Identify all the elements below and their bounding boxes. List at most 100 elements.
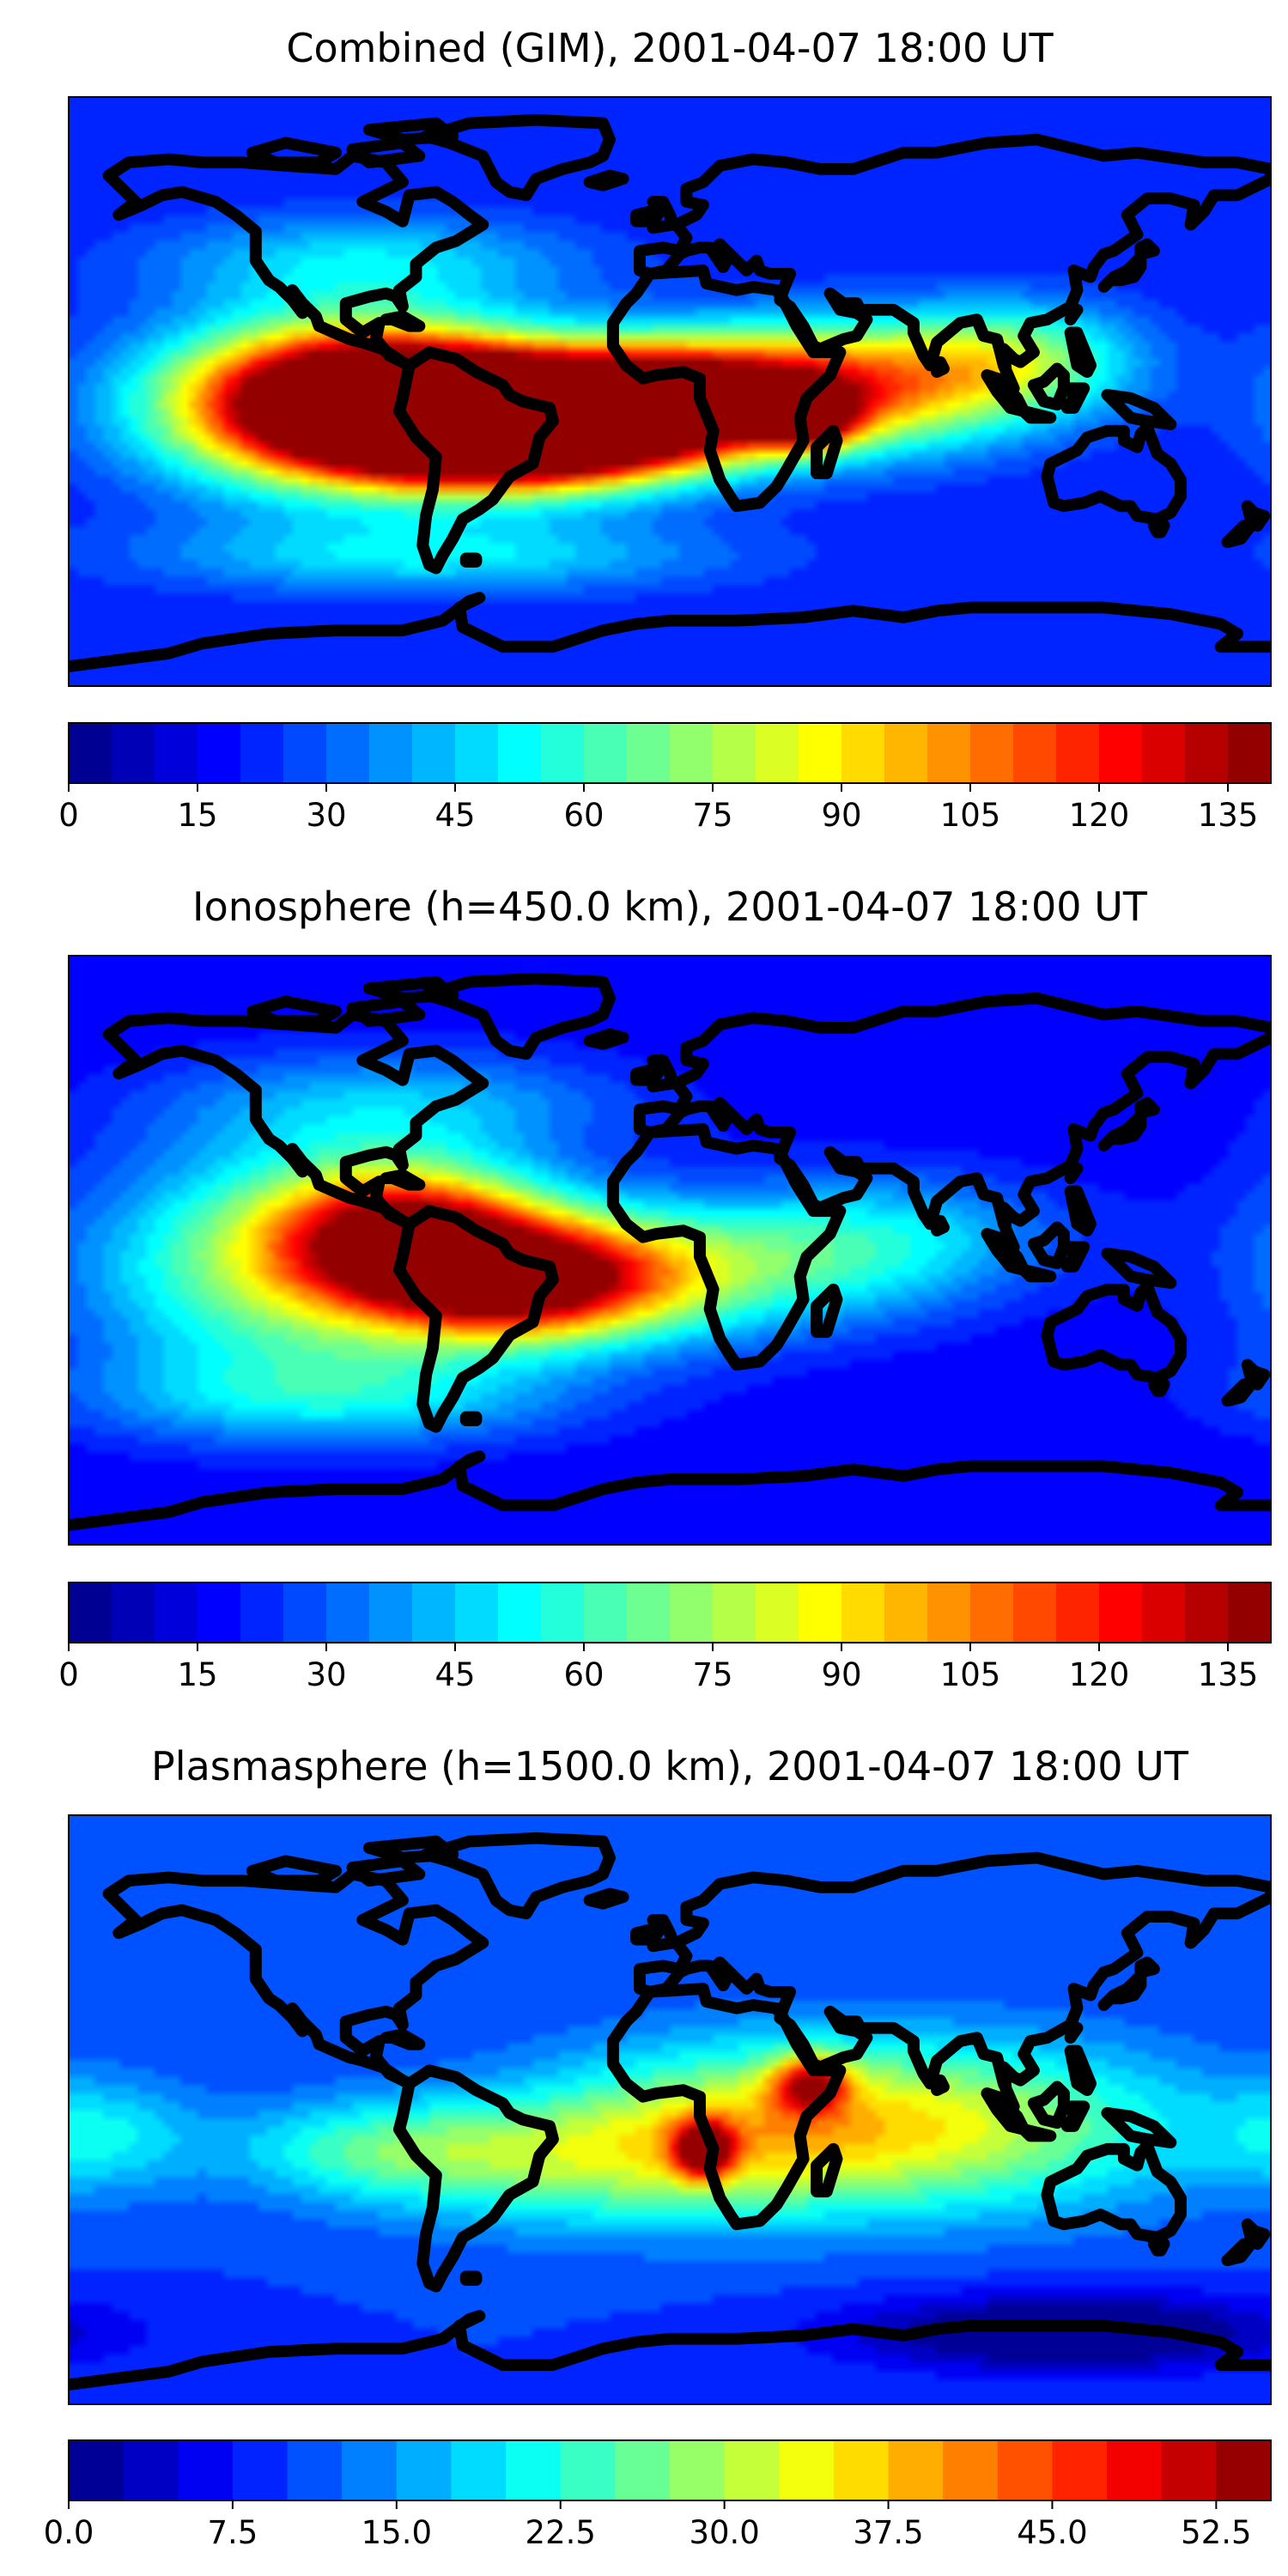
tec-field xyxy=(69,1815,1271,2404)
colorbar-level xyxy=(326,1583,370,1643)
colorbar-level xyxy=(541,1583,585,1643)
colorbar-level xyxy=(369,723,413,783)
colorbar-tick-label-45: 45 xyxy=(434,797,475,834)
colorbar-level xyxy=(287,2440,343,2500)
colorbar-tick-label-60: 60 xyxy=(563,1656,604,1693)
colorbar-level xyxy=(1161,2440,1217,2500)
colorbar-level xyxy=(197,723,241,783)
colorbar-level xyxy=(1013,723,1057,783)
panel-2: Ionosphere (h=450.0 km), 2001-04-07 18:0… xyxy=(58,884,1272,1693)
tec-field xyxy=(69,956,1271,1545)
colorbar-tick-label-30: 30 xyxy=(306,1656,346,1693)
colorbar-level xyxy=(884,1583,928,1643)
colorbar-level xyxy=(1056,1583,1100,1643)
colorbar-level xyxy=(155,1583,198,1643)
colorbar-level xyxy=(369,1583,413,1643)
colorbar-level xyxy=(451,2440,507,2500)
colorbar-level xyxy=(799,723,842,783)
colorbar-level xyxy=(584,723,628,783)
colorbar-level xyxy=(1216,2440,1272,2500)
colorbar-level xyxy=(326,723,370,783)
colorbar-tick-label-45: 45.0 xyxy=(1017,2514,1087,2551)
colorbar-level xyxy=(841,723,885,783)
colorbar-level xyxy=(1107,2440,1163,2500)
map-frame xyxy=(68,96,1272,687)
colorbar-level xyxy=(584,1583,628,1643)
colorbar-frame xyxy=(68,2439,1272,2501)
colorbar-tick-label-120: 120 xyxy=(1069,797,1130,834)
colorbar-level xyxy=(670,723,714,783)
colorbar-level xyxy=(888,2440,944,2500)
colorbar-level xyxy=(1185,723,1229,783)
colorbar-frame xyxy=(68,1582,1272,1643)
colorbar-tick-label-90: 90 xyxy=(821,797,861,834)
colorbar-tick-label-22-5: 22.5 xyxy=(526,2514,596,2551)
colorbar-tick-label-0: 0 xyxy=(58,797,79,834)
colorbar-level xyxy=(799,1583,842,1643)
colorbar-level xyxy=(69,2440,125,2500)
colorbar-level xyxy=(670,1583,714,1643)
map-frame xyxy=(68,955,1272,1546)
colorbar-level xyxy=(713,1583,756,1643)
colorbar-tick-label-105: 105 xyxy=(940,1656,1001,1693)
colorbar-tick-label-37-5: 37.5 xyxy=(853,2514,923,2551)
colorbar-tick-label-52-5: 52.5 xyxy=(1181,2514,1251,2551)
colorbar: 0 15 30 45 60 75 90 105 120 135 xyxy=(58,1582,1272,1693)
panel-3: Plasmasphere (h=1500.0 km), 2001-04-07 1… xyxy=(44,1743,1272,2551)
colorbar-level xyxy=(627,723,671,783)
colorbar-tick-label-135: 135 xyxy=(1198,797,1259,834)
colorbar-level xyxy=(112,723,155,783)
colorbar-level xyxy=(396,2440,453,2500)
colorbar-level xyxy=(1099,723,1143,783)
panel-title: Ionosphere (h=450.0 km), 2001-04-07 18:0… xyxy=(192,884,1148,930)
colorbar-level xyxy=(412,1583,456,1643)
colorbar-level xyxy=(627,1583,671,1643)
map-frame xyxy=(68,1814,1272,2405)
colorbar-tick-label-45: 45 xyxy=(434,1656,475,1693)
colorbar-tick-label-15: 15.0 xyxy=(361,2514,432,2551)
colorbar-level xyxy=(232,2440,289,2500)
colorbar-level xyxy=(833,2440,890,2500)
colorbar-tick-label-60: 60 xyxy=(563,797,604,834)
colorbar-level xyxy=(927,1583,971,1643)
colorbar-level xyxy=(498,1583,542,1643)
colorbar-level xyxy=(498,723,542,783)
colorbar-level xyxy=(970,1583,1014,1643)
tec-field xyxy=(69,97,1271,686)
colorbar-level xyxy=(240,1583,284,1643)
colorbar-level xyxy=(943,2440,999,2500)
colorbar-tick-label-120: 120 xyxy=(1069,1656,1130,1693)
colorbar-level xyxy=(756,723,799,783)
colorbar-level xyxy=(1228,723,1272,783)
colorbar-level xyxy=(123,2440,179,2500)
colorbar-level xyxy=(455,723,499,783)
colorbar-level xyxy=(541,723,585,783)
colorbar-level xyxy=(240,723,284,783)
colorbar-level xyxy=(724,2440,780,2500)
colorbar-level xyxy=(1052,2440,1108,2500)
colorbar-tick-label-90: 90 xyxy=(821,1656,861,1693)
colorbar-level xyxy=(997,2440,1054,2500)
colorbar-tick-label-15: 15 xyxy=(177,1656,217,1693)
colorbar-level xyxy=(178,2440,234,2500)
colorbar-level xyxy=(713,723,756,783)
colorbar-level xyxy=(756,1583,799,1643)
colorbar-tick-label-75: 75 xyxy=(692,797,732,834)
colorbar: 0.0 7.5 15.0 22.5 30.0 37.5 45.0 52.5 xyxy=(44,2439,1272,2551)
colorbar-level xyxy=(1099,1583,1143,1643)
colorbar-tick-label-0: 0.0 xyxy=(44,2514,94,2551)
colorbar: 0 15 30 45 60 75 90 105 120 135 xyxy=(58,722,1272,834)
colorbar-level xyxy=(1013,1583,1057,1643)
colorbar-level xyxy=(670,2440,726,2500)
colorbar-level xyxy=(69,723,112,783)
colorbar-level xyxy=(197,1583,241,1643)
colorbar-level xyxy=(283,723,327,783)
colorbar-level xyxy=(506,2440,562,2500)
colorbar-level xyxy=(412,723,456,783)
colorbar-tick-label-30: 30.0 xyxy=(689,2514,759,2551)
colorbar-level xyxy=(69,1583,112,1643)
colorbar-level xyxy=(970,723,1014,783)
colorbar-tick-label-0: 0 xyxy=(58,1656,79,1693)
colorbar-tick-label-135: 135 xyxy=(1198,1656,1259,1693)
